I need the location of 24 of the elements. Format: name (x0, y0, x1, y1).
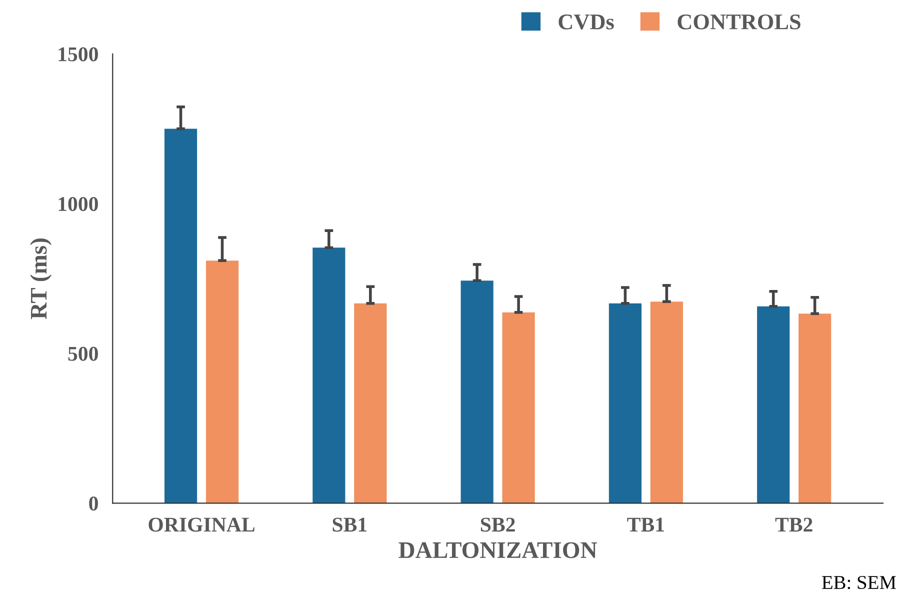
bar (206, 260, 239, 504)
bar (460, 280, 494, 504)
bar (798, 314, 832, 504)
y-tick-label: 1000 (58, 197, 98, 212)
bar (164, 128, 198, 504)
bar (354, 303, 387, 504)
bar (312, 248, 346, 504)
x-tick-label: TB1 (627, 518, 664, 532)
bar (502, 312, 535, 504)
x-tick-label: SB1 (332, 518, 367, 532)
y-tick-label: 1500 (58, 47, 98, 62)
y-tick-label: 500 (68, 346, 98, 361)
legend-label: CONTROLS (678, 14, 800, 30)
x-tick-label: ORIGINAL (148, 518, 254, 532)
legend-label: CVDs (558, 14, 614, 30)
x-tick-label: SB2 (480, 518, 515, 532)
text: EB: SEM (822, 576, 896, 590)
y-tick-label: 0 (89, 496, 98, 511)
y-axis-title: RT (ms) (30, 238, 52, 320)
bar (650, 302, 683, 504)
x-tick-label: TB2 (775, 518, 812, 532)
x-axis-title: DALTONIZATION (398, 542, 598, 558)
bar (757, 306, 790, 504)
bar (608, 303, 642, 504)
